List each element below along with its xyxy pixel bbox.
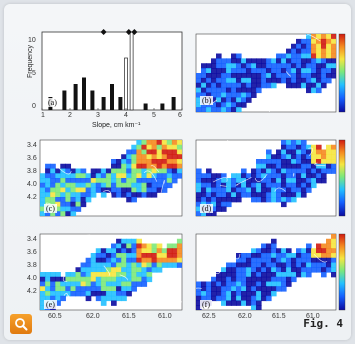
hist-bar-8: [143, 103, 148, 110]
lat-tick-row2-3: 4.0: [27, 181, 37, 188]
map-panels: [39, 33, 346, 311]
magnifier-icon: [15, 318, 28, 331]
hist-marker-0: [100, 29, 107, 35]
hist-bar-4: [90, 90, 95, 110]
hist-xtick-1: 2: [68, 112, 72, 119]
lon-tick-left-2: 61.5: [122, 313, 136, 320]
hist-bar-5: [101, 97, 106, 110]
panel-label-d: (d): [200, 204, 214, 213]
zoom-button[interactable]: [10, 314, 32, 334]
lon-tick-right-1: 62.0: [238, 313, 252, 320]
hist-ytick-0: 0: [32, 103, 36, 110]
lat-tick-row2-0: 3.4: [27, 142, 37, 149]
map-b-colorbar: [338, 33, 346, 113]
map-e-content: [40, 234, 182, 310]
hist-bar-10: [171, 97, 176, 110]
lon-tick-left-3: 61.0: [158, 313, 172, 320]
panel-label-e: (e): [44, 300, 57, 309]
map-f-panel: [195, 233, 346, 311]
lat-tick-row2-2: 3.8: [27, 168, 37, 175]
histogram-markers: [100, 29, 138, 35]
hist-xtick-5: 6: [178, 112, 182, 119]
hist-marker-2: [131, 29, 138, 35]
map-f-content: [196, 234, 336, 310]
lat-tick-row2-4: 4.2: [27, 194, 37, 201]
map-d-panel: [195, 139, 346, 217]
hist-marker-1: [125, 29, 132, 35]
map-b-content: [196, 34, 336, 112]
hist-ytick-1: 5: [32, 70, 36, 77]
figure-canvas: [39, 29, 346, 311]
map-e-panel: [39, 233, 183, 311]
map-c-panel: [39, 139, 183, 217]
hist-bar-3: [82, 77, 86, 110]
hist-bar-2: [73, 84, 78, 110]
hist-bar-1: [62, 90, 67, 110]
panel-label-b: (b): [200, 96, 214, 105]
hist-xtick-2: 3: [96, 112, 100, 119]
lat-tick-row3-1: 3.6: [27, 249, 37, 256]
lat-tick-row3-0: 3.4: [27, 236, 37, 243]
hist-xtick-4: 5: [152, 112, 156, 119]
figure-caption: Fig. 4: [303, 317, 343, 330]
hist-xtick-3: 4: [124, 112, 128, 119]
hist-hollow-bar-0: [124, 57, 128, 111]
hist-bar-6: [110, 84, 114, 110]
histogram-xlabel: Slope, cm km⁻¹: [92, 122, 141, 129]
hist-xtick-0: 1: [41, 112, 45, 119]
hist-bar-7: [118, 97, 123, 110]
map-f-colorbar: [338, 233, 346, 311]
map-b-panel: [195, 33, 346, 113]
lat-tick-row2-1: 3.6: [27, 155, 37, 162]
panel-label-c: (c): [44, 204, 57, 213]
map-d-colorbar: [338, 139, 346, 217]
lat-tick-row3-2: 3.8: [27, 262, 37, 269]
hist-hollow-bar-1: [129, 31, 134, 111]
figure-slide: Frequency 0 5 10 1 2 3 4 5 6 Slope, cm k…: [4, 4, 351, 340]
histogram-panel: [41, 29, 183, 111]
lon-tick-right-2: 61.5: [272, 313, 286, 320]
lon-tick-right-0: 62.5: [202, 313, 216, 320]
lon-tick-left-1: 62.0: [86, 313, 100, 320]
map-c-content: [40, 140, 182, 216]
lat-tick-row3-4: 4.2: [27, 288, 37, 295]
lat-tick-row3-3: 4.0: [27, 275, 37, 282]
panel-label-f: (f): [200, 300, 212, 309]
hist-bar-9: [160, 103, 165, 110]
lon-tick-left-0: 60.5: [48, 313, 62, 320]
panel-label-a: (a): [46, 98, 59, 107]
hist-ytick-2: 10: [28, 37, 36, 44]
lon-tick-right-3: 61.0: [306, 313, 320, 320]
